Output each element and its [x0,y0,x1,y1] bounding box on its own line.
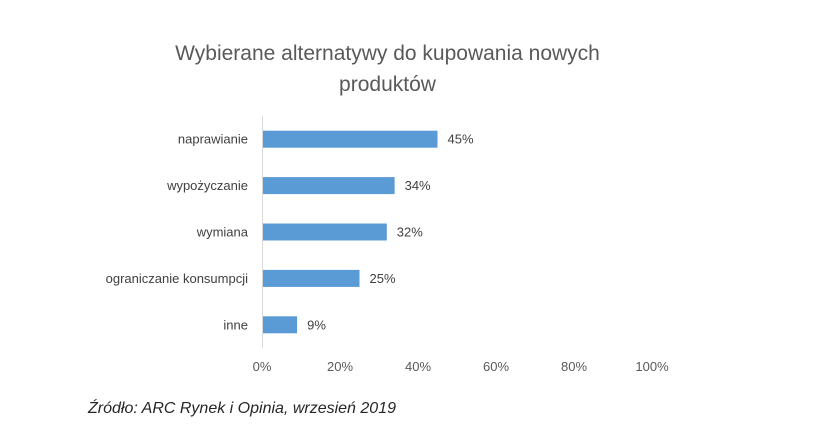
chart-title-line-1: Wybierane alternatywy do kupowania nowyc… [175,42,600,65]
x-tick-label: 40% [405,359,431,374]
chart-title: Wybierane alternatywy do kupowania nowyc… [0,38,775,100]
category-label: naprawianie [178,132,248,147]
data-label: 32% [397,225,423,240]
x-tick-label: 80% [561,359,587,374]
x-tick-label: 20% [327,359,353,374]
data-label: 25% [370,271,396,286]
category-label: wymiana [196,225,249,240]
x-tick-label: 60% [483,359,509,374]
bar [263,269,360,287]
bar [263,316,298,334]
bar [263,130,438,148]
source-note: Źródło: ARC Rynek i Opinia, wrzesień 201… [88,400,396,417]
category-label: ograniczanie konsumpcji [106,271,248,286]
data-label: 9% [307,317,326,332]
data-label: 45% [448,132,474,147]
data-label: 34% [405,178,431,193]
category-label: inne [223,317,248,332]
bar [263,177,395,195]
chart-title-line-2: produktów [339,73,436,96]
x-tick-label: 100% [635,359,669,374]
category-label: wypożyczanie [166,178,248,193]
bar [263,223,387,241]
x-tick-label: 0% [253,359,272,374]
